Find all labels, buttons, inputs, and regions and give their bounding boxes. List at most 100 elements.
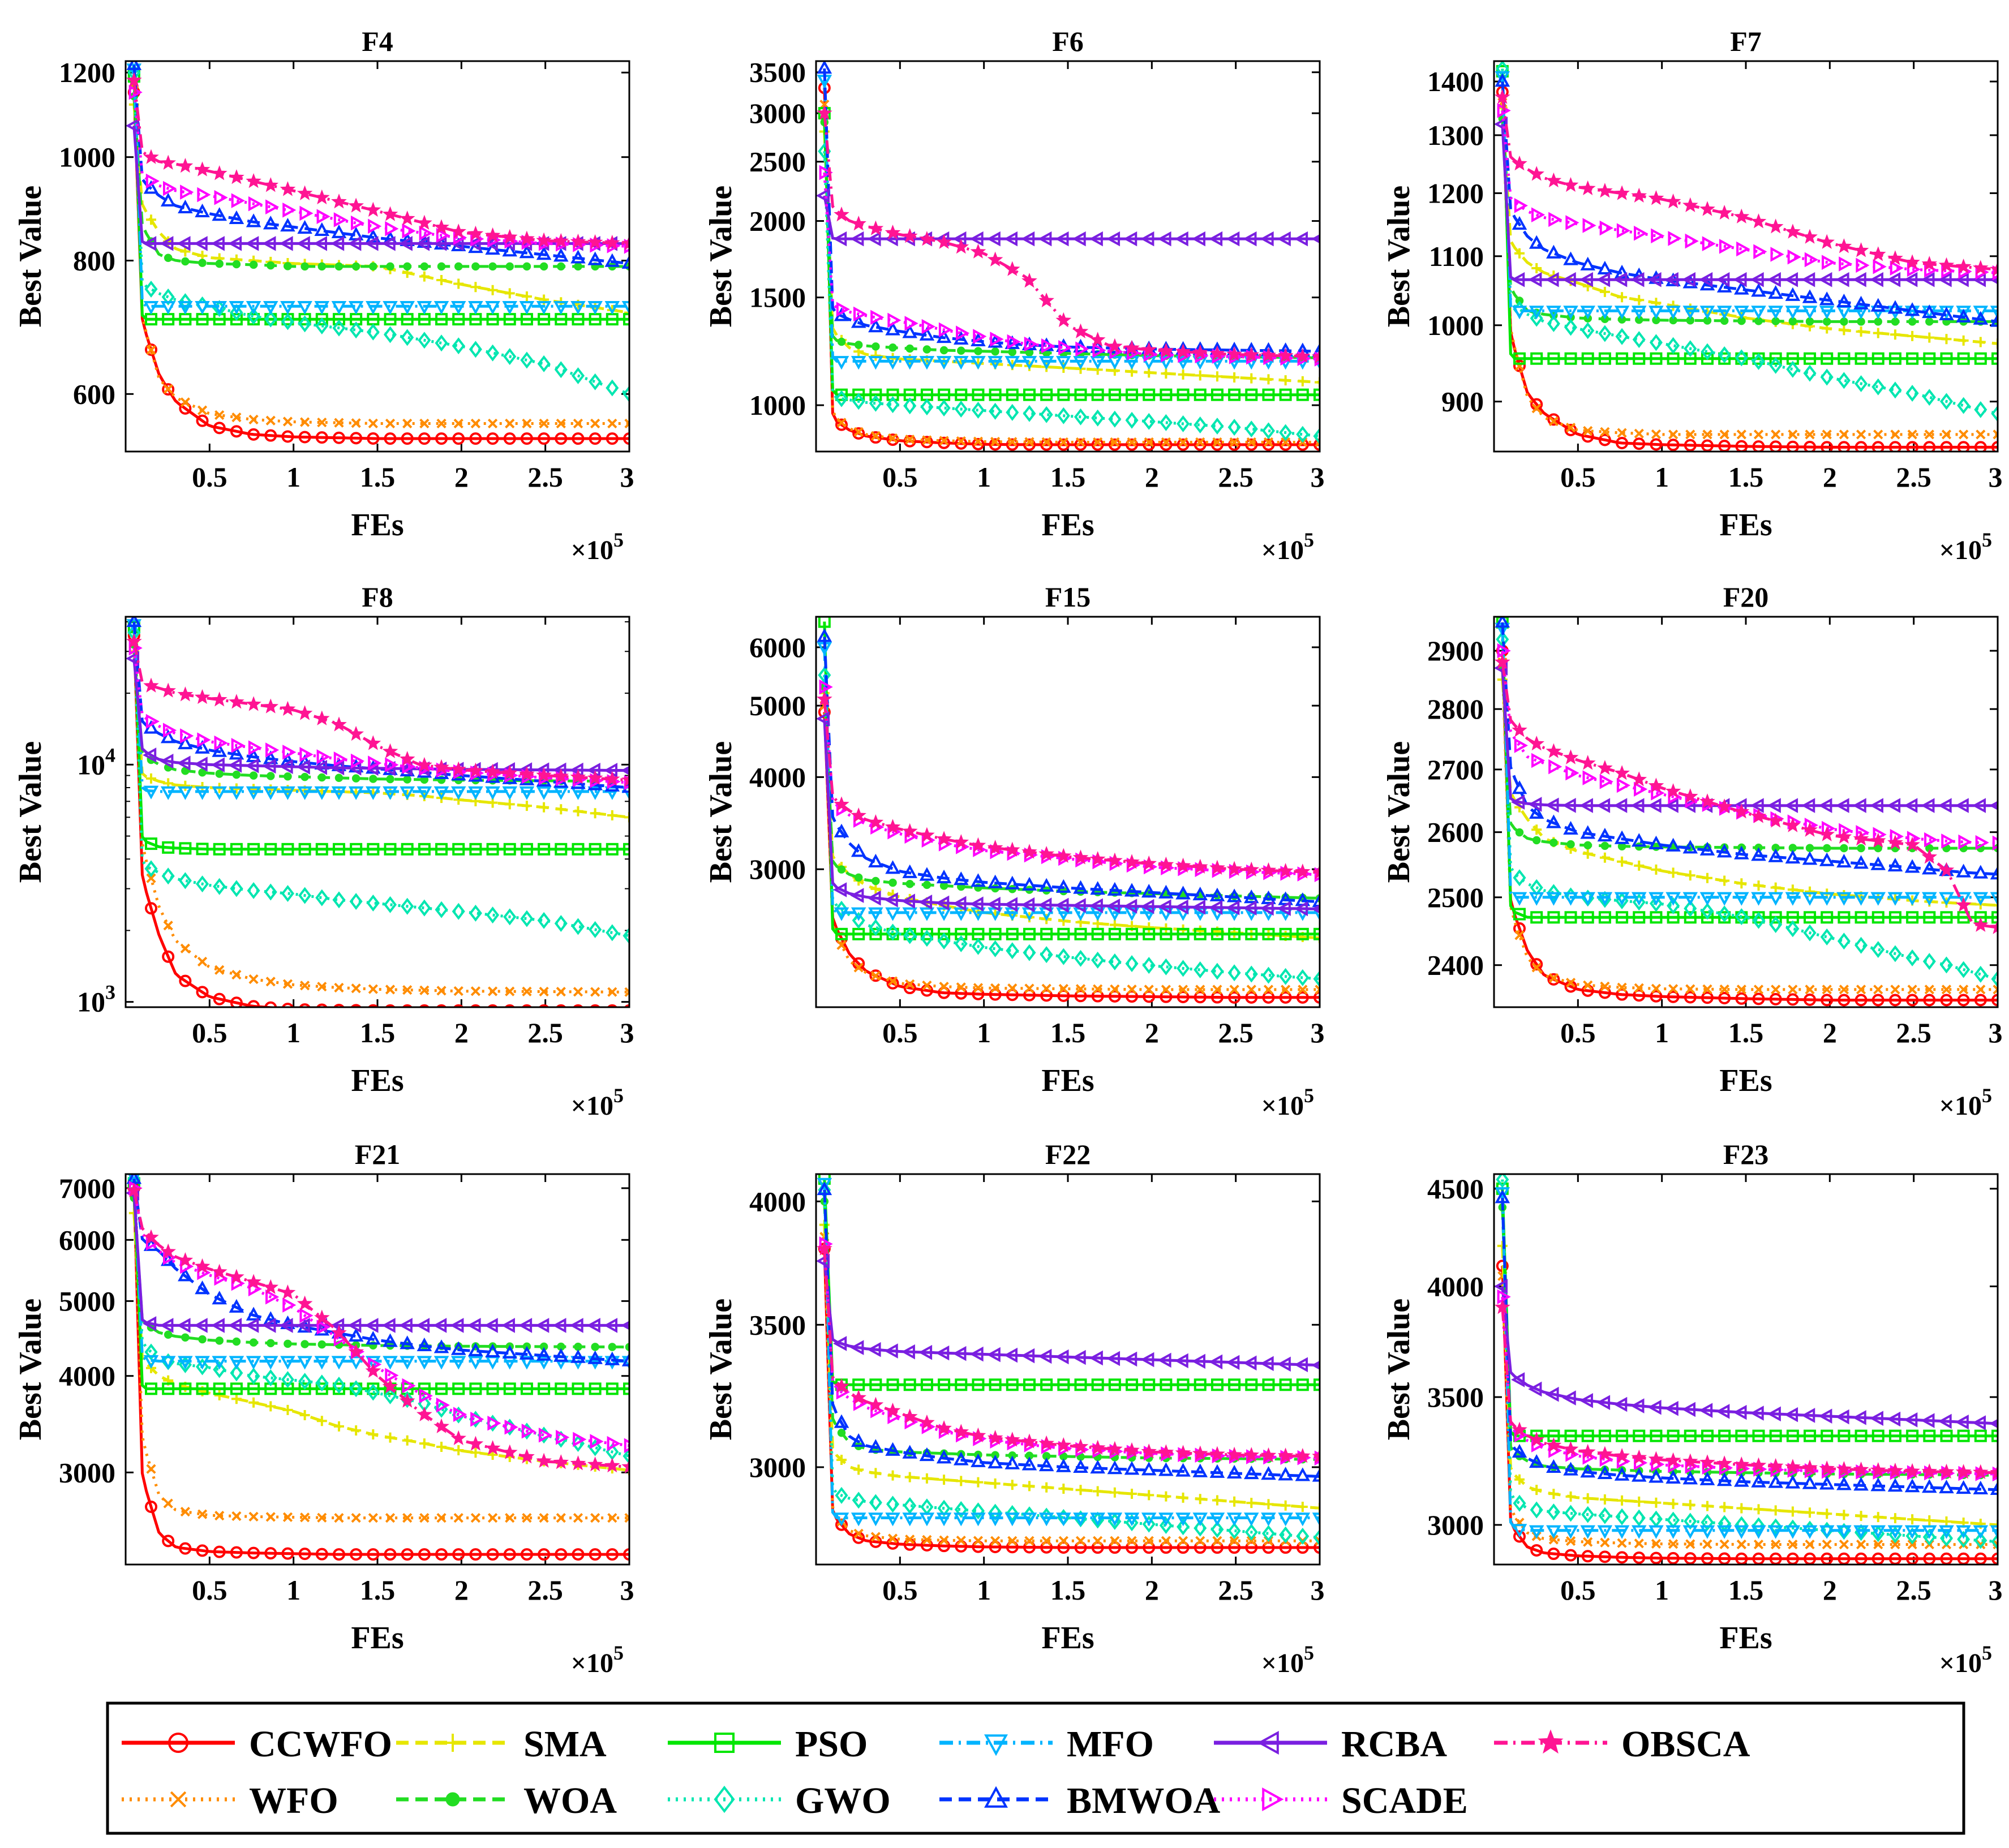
data-point — [1822, 985, 1832, 995]
plot-area — [1494, 61, 1998, 452]
data-point — [301, 1340, 309, 1348]
data-point — [1941, 429, 1952, 440]
data-point — [418, 1548, 431, 1561]
data-point — [1072, 323, 1089, 338]
data-point — [1753, 880, 1764, 891]
data-point — [1530, 310, 1543, 327]
data-point — [1175, 356, 1191, 370]
data-point — [368, 1512, 378, 1523]
x-tick-label: 0.5 — [882, 461, 918, 493]
data-point — [1631, 1525, 1647, 1539]
data-point — [1038, 897, 1052, 913]
data-point — [1682, 1471, 1698, 1485]
data-point — [852, 388, 865, 401]
data-point — [178, 301, 193, 315]
data-point — [450, 786, 466, 800]
series-line — [1501, 662, 1998, 991]
data-point — [1226, 861, 1242, 876]
data-point — [1718, 1429, 1731, 1442]
data-point — [433, 1356, 449, 1370]
data-point — [1976, 429, 1986, 440]
data-point — [297, 705, 313, 720]
data-point — [1530, 352, 1543, 365]
data-point — [1562, 1441, 1579, 1456]
data-point — [1855, 1429, 1868, 1442]
data-point — [850, 1340, 864, 1355]
data-point — [1277, 1356, 1291, 1372]
data-point — [902, 864, 918, 878]
data-point — [315, 1382, 328, 1395]
data-point — [1940, 352, 1953, 365]
data-point — [835, 900, 848, 918]
data-point — [573, 1512, 583, 1523]
data-point — [1668, 231, 1682, 246]
series-line — [1501, 71, 1998, 360]
data-point — [885, 1402, 901, 1418]
data-point — [1634, 983, 1644, 993]
data-point — [417, 1356, 432, 1370]
data-point — [415, 236, 430, 251]
data-point — [920, 927, 933, 940]
data-point — [589, 432, 602, 445]
data-point — [1127, 1489, 1137, 1499]
data-point — [1177, 927, 1190, 940]
data-point — [1804, 1429, 1817, 1442]
data-point — [1312, 1468, 1320, 1482]
data-point — [536, 246, 552, 260]
data-point — [227, 236, 242, 251]
data-point — [1208, 1354, 1223, 1370]
data-point — [1549, 838, 1558, 847]
data-point — [281, 430, 294, 443]
data-point — [1887, 1462, 1903, 1478]
data-point — [484, 1440, 501, 1455]
y-tick-label: 4000 — [1427, 1270, 1484, 1302]
data-point — [570, 233, 586, 249]
data-point — [1922, 892, 1937, 906]
data-point — [264, 429, 277, 442]
data-point — [1174, 1353, 1188, 1369]
data-point — [884, 892, 898, 908]
data-point — [870, 350, 881, 361]
data-point — [1177, 1518, 1190, 1536]
data-point — [520, 1382, 533, 1395]
data-point — [519, 786, 535, 800]
data-point — [485, 1343, 500, 1357]
data-point — [885, 225, 901, 240]
data-point — [401, 1548, 414, 1561]
x-tick-label: 0.5 — [192, 461, 227, 493]
data-point — [180, 943, 190, 953]
data-point — [939, 1475, 950, 1485]
data-point — [1209, 345, 1225, 360]
data-point — [1124, 883, 1140, 897]
data-point — [1886, 1411, 1901, 1427]
data-point — [1614, 1467, 1630, 1481]
data-point — [1228, 927, 1241, 940]
data-point — [1528, 272, 1542, 287]
data-point — [624, 812, 629, 823]
data-point — [1024, 336, 1038, 352]
data-point — [1246, 985, 1256, 995]
data-point — [230, 1364, 243, 1382]
data-point — [160, 753, 174, 769]
data-point — [1279, 991, 1292, 1004]
data-point — [870, 883, 881, 894]
data-point — [972, 1378, 985, 1391]
series-line — [132, 1179, 629, 1458]
data-point — [1210, 1378, 1224, 1391]
x-tick-label: 2.5 — [1896, 461, 1931, 493]
data-point — [367, 843, 380, 856]
data-point — [1581, 352, 1594, 365]
x-tick-label: 2 — [454, 1574, 469, 1606]
y-tick-label: 1300 — [1427, 119, 1484, 151]
data-point — [851, 1389, 866, 1405]
data-point — [1955, 259, 1972, 274]
data-point — [383, 1387, 397, 1404]
data-point — [1091, 990, 1104, 1003]
y-axis-label: Best Value — [703, 186, 739, 328]
x-tick-label: 3 — [1989, 1574, 2003, 1606]
data-point — [971, 1502, 985, 1520]
data-point — [197, 187, 211, 203]
data-point — [953, 1512, 969, 1527]
